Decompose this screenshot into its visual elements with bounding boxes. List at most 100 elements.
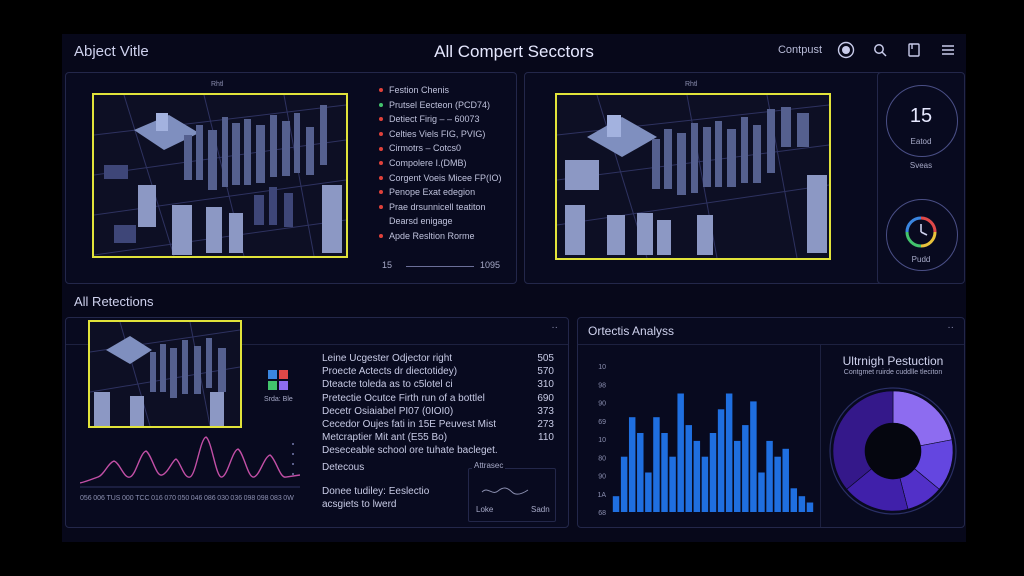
- side-stats-panel: 15 Eatod Sveas Pudd: [877, 72, 965, 284]
- bar[interactable]: [693, 440, 701, 512]
- bar[interactable]: [717, 409, 725, 512]
- y-tick-label: 10: [598, 437, 606, 444]
- legend-dot: [379, 175, 383, 180]
- legend-item[interactable]: Celties Viels FIG, PVIG): [379, 127, 502, 142]
- legend-dot: [379, 220, 383, 224]
- detection-view-panel-left: Rhtl Festion Chenis Prutsel Eecteon (PCD…: [65, 72, 517, 284]
- panel-options-icon[interactable]: ··: [551, 322, 558, 333]
- app-title: Abject Vitle: [74, 43, 149, 60]
- detection-table: Leine Ucgester Odjector right 505 Proecte…: [322, 352, 554, 458]
- pie-chart-title: Ultrnigh Pestuction: [842, 354, 944, 368]
- bar[interactable]: [725, 393, 733, 513]
- y-tick-label: 68: [598, 510, 606, 517]
- city-detection-image-alt[interactable]: [555, 93, 831, 260]
- top-bar: Abject Vitle All Compert Secctors Contpu…: [62, 34, 966, 70]
- table-row[interactable]: Decetr Osiaiabel PI07 (0IOI0) 373: [322, 405, 554, 417]
- bar[interactable]: [742, 425, 749, 512]
- legend-item[interactable]: Apde Resltion Rorme: [379, 229, 502, 244]
- clock-label: Pudd: [911, 255, 931, 264]
- icon-caption: Srda: Ble: [264, 396, 293, 403]
- detection-thumbnail[interactable]: [88, 320, 242, 428]
- bar[interactable]: [677, 393, 684, 513]
- table-row[interactable]: Dteacte toleda as to c5lotel ci 310: [322, 379, 554, 391]
- clock-widget[interactable]: [886, 199, 958, 271]
- table-row[interactable]: Pretectie Ocutce Firth run of a bottlel 6…: [322, 392, 554, 404]
- profile-icon[interactable]: [836, 40, 856, 60]
- bar[interactable]: [637, 433, 644, 512]
- grid-thumbnail-icon: [268, 370, 288, 390]
- legend-dot: [379, 234, 383, 239]
- table-row[interactable]: Metcraptier Mit ant (E55 Bo) 110: [322, 432, 554, 444]
- count-label: Eatod: [910, 137, 932, 146]
- bar[interactable]: [645, 472, 652, 513]
- subsection-title: Detecous: [322, 462, 365, 473]
- legend-item[interactable]: Prae drsunnicell teatiton: [379, 200, 502, 215]
- legend-item[interactable]: Cirmotrs – Cotcs0: [379, 141, 502, 156]
- mini-chart-title: Attrasec: [472, 461, 506, 470]
- image-top-label: Rhtl: [685, 81, 698, 88]
- note-line-1: Donee tudiley: Eeslectio: [322, 486, 430, 497]
- legend-dot: [379, 88, 383, 93]
- pie-outline: [829, 387, 957, 515]
- wave-axis-ticks: 056 006 TUS 000 TCC 016 070 050 046 086 030 036 0…: [80, 495, 294, 502]
- bar[interactable]: [620, 456, 628, 512]
- bar[interactable]: [774, 456, 781, 512]
- legend-item[interactable]: Festion Chenis: [379, 83, 502, 98]
- legend-item[interactable]: Compolere I.(DMB): [379, 156, 502, 171]
- panel-options-icon[interactable]: ··: [947, 322, 954, 333]
- bar[interactable]: [782, 448, 789, 512]
- city-detection-image[interactable]: [92, 93, 348, 258]
- analysis-panel: Ortectis Analyss ·· 10 98 90 69 10 80 90 1A 68 U…: [577, 317, 965, 528]
- bar[interactable]: [806, 502, 814, 512]
- bar[interactable]: [653, 417, 660, 512]
- bar[interactable]: [766, 440, 773, 512]
- legend-item[interactable]: Dearsd enigage: [379, 214, 502, 229]
- menu-icon[interactable]: [938, 40, 958, 60]
- y-tick-label: 1A: [597, 492, 606, 499]
- y-tick-label: 80: [598, 455, 606, 462]
- y-tick-label: 69: [598, 419, 606, 426]
- pie-hole: [865, 423, 921, 479]
- table-row[interactable]: Proecte Actects dr diectotidey) 570: [322, 366, 554, 378]
- activity-wave: [80, 436, 300, 488]
- range-end: 1095: [480, 260, 501, 270]
- count-gauge[interactable]: [886, 85, 958, 157]
- bar-chart-title: Ortectis Analyss: [588, 324, 675, 338]
- bar[interactable]: [798, 496, 806, 512]
- table-row[interactable]: Cecedor Oujes fati in 15E Peuvest Mist 27…: [322, 419, 554, 431]
- city-scene-graphic: [90, 322, 240, 426]
- city-scene-graphic: [94, 95, 346, 256]
- section-title-detections: All Retections: [74, 294, 154, 309]
- bar[interactable]: [669, 456, 676, 512]
- y-tick-label: 98: [598, 382, 606, 389]
- search-icon[interactable]: [870, 40, 890, 60]
- detection-view-panel-right: Rhtl: [524, 72, 927, 284]
- table-row[interactable]: Leine Ucgester Odjector right 505: [322, 353, 554, 364]
- mini-signature-line: [481, 487, 529, 495]
- bar[interactable]: [709, 433, 717, 512]
- bar[interactable]: [661, 433, 668, 512]
- context-label[interactable]: Contpust: [777, 44, 822, 56]
- legend-item[interactable]: Penope Exat edegion: [379, 185, 502, 200]
- image-top-label: Rhtl: [211, 81, 224, 88]
- legend-item[interactable]: Corgent Voeis Micee FP(IO): [379, 171, 502, 186]
- panel-header-strip: [66, 318, 568, 345]
- bar[interactable]: [628, 417, 636, 512]
- bar[interactable]: [734, 440, 741, 512]
- table-row[interactable]: Deseceable school ore tuhate bacleget.: [322, 445, 498, 457]
- legend-item[interactable]: Detiect Firig – – 60073: [379, 112, 502, 127]
- legend-dot: [379, 132, 383, 137]
- y-tick-label: 90: [598, 401, 606, 408]
- bar[interactable]: [790, 488, 798, 512]
- bar[interactable]: [750, 401, 757, 512]
- detection-legend: Festion Chenis Prutsel Eecteon (PCD74) D…: [379, 83, 502, 244]
- bookmark-icon[interactable]: [904, 40, 924, 60]
- clock-icon: [905, 216, 937, 248]
- bar[interactable]: [758, 472, 765, 513]
- bar[interactable]: [685, 425, 692, 512]
- pie-chart-subtitle: Contgmet ruirde cuddlle tleciton: [843, 369, 943, 376]
- legend-item[interactable]: Prutsel Eecteon (PCD74): [379, 98, 502, 113]
- mini-chart-box[interactable]: [468, 468, 556, 522]
- bar[interactable]: [701, 456, 709, 512]
- bar[interactable]: [612, 496, 620, 512]
